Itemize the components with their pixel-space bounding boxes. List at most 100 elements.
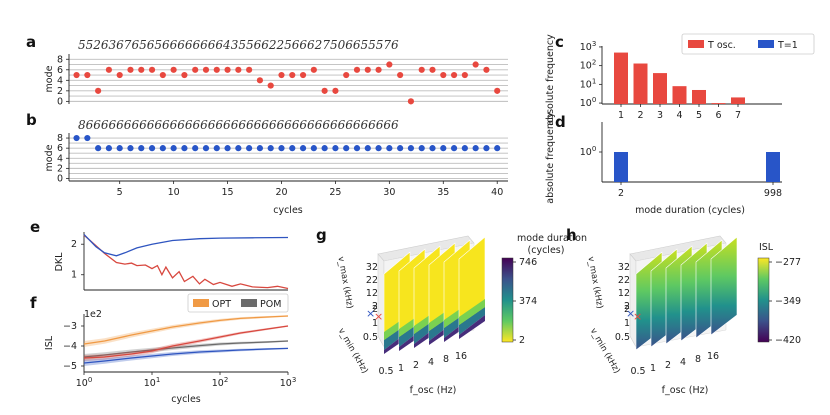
ytick-label-d-base: 10 <box>580 147 592 158</box>
ytick-label-2: 2 <box>57 86 63 97</box>
data-point <box>364 66 371 73</box>
xtick-label-f-1: 101 <box>144 376 161 389</box>
xtick-label-c-6: 6 <box>715 110 721 121</box>
xtick-label-f-3-exp: 3 <box>292 376 296 384</box>
colorbar-g <box>501 257 514 343</box>
ytick-label-f-2: −3 <box>63 321 77 332</box>
data-point <box>472 61 479 68</box>
vmin-tick-1: 1 <box>624 318 630 329</box>
data-point <box>407 98 415 105</box>
data-point <box>105 66 113 73</box>
panel-d: d absolute frequency 100 2 998 mode durat… <box>545 112 782 216</box>
data-point <box>440 71 447 79</box>
x-label-g: f_osc (Hz) <box>410 385 457 396</box>
data-point <box>246 145 253 152</box>
ytick-label-f-0: −5 <box>63 361 77 372</box>
data-point <box>483 145 490 152</box>
x-label-b: cycles <box>273 205 303 216</box>
data-point <box>138 145 145 152</box>
data-point <box>235 145 242 152</box>
cb-tick-label-1: 374 <box>519 296 537 307</box>
data-point <box>84 71 91 79</box>
data-point <box>84 134 91 142</box>
panel-label-h: h <box>566 226 577 244</box>
panel-e: e DKL 1 2 <box>30 218 289 291</box>
data-point <box>321 87 328 94</box>
vmin-tick-0.5: 0.5 <box>615 332 630 343</box>
vmin-tick-2: 2 <box>624 304 630 315</box>
data-point <box>386 145 393 152</box>
data-point <box>418 145 425 152</box>
ytick-label-c-1-base: 10 <box>580 79 592 90</box>
cb-tick-label-1: −349 <box>775 296 801 307</box>
data-point <box>332 145 339 152</box>
y-label-c: absolute frequency <box>545 34 556 126</box>
data-point <box>224 66 231 73</box>
ytick-label-2: 2 <box>57 163 63 174</box>
y-label-b: mode <box>44 144 55 171</box>
series-line-t1 <box>83 347 289 364</box>
data-point <box>397 145 404 152</box>
xtick-label-35: 35 <box>437 187 449 198</box>
panel-f: f 1e2 ISL −5−4−3 100 101 102 103 cycles OPT… <box>30 293 296 405</box>
colorbar-title-g-1: mode duration <box>517 233 587 244</box>
data-point <box>494 87 501 94</box>
data-point <box>483 66 490 73</box>
legend-label-opt: OPT <box>212 299 231 310</box>
panel-label-e: e <box>30 218 40 236</box>
ytick-label-c-3-exp: 3 <box>592 40 596 48</box>
legend-label-pom: POM <box>260 299 281 310</box>
data-point <box>256 145 264 152</box>
xtick-label-c-5: 5 <box>696 110 702 121</box>
data-point <box>95 87 102 94</box>
cb-tick-label-2: −420 <box>775 335 801 346</box>
xtick-label-15: 15 <box>222 187 234 198</box>
ytick-label-6: 6 <box>57 65 63 76</box>
y-label-f: ISL <box>44 335 55 350</box>
panel-label-f: f <box>30 294 37 312</box>
data-point <box>170 66 177 73</box>
vmin-tick-1: 1 <box>372 318 378 329</box>
data-point <box>148 66 156 73</box>
data-point <box>353 145 361 152</box>
data-point <box>343 71 350 79</box>
x-label-d: mode duration (cycles) <box>635 205 745 216</box>
legend-swatch-opt <box>193 299 209 307</box>
data-point <box>440 145 447 152</box>
data-point <box>267 145 274 152</box>
xtick-label-20: 20 <box>275 187 287 198</box>
ytick-label-8: 8 <box>57 54 63 65</box>
xtick-label-f-0-base: 10 <box>76 378 88 389</box>
vmin-tick-0.5: 0.5 <box>363 332 378 343</box>
series-line-opt <box>83 315 289 345</box>
z-label-h: v_max (kHz) <box>585 256 604 310</box>
data-point <box>224 145 231 152</box>
marker-t1-g: × <box>366 307 375 320</box>
digit-strip-a: 5526367656566666666435566225666275066555… <box>78 38 399 52</box>
data-point <box>116 71 123 79</box>
legend-c: T osc. T=1 <box>681 33 815 55</box>
data-point <box>450 145 458 152</box>
ytick-label-4: 4 <box>57 75 63 86</box>
vmax-tick-22: 22 <box>366 275 378 286</box>
vmax-tick-12: 12 <box>618 288 630 299</box>
data-point <box>192 145 199 152</box>
data-point <box>159 71 166 79</box>
panel-label-c: c <box>555 33 564 51</box>
digit-strip-b: 8666666666666666666666666666666666666666… <box>78 118 399 132</box>
vmax-tick-32: 32 <box>366 262 378 273</box>
xtick-label-c-3: 3 <box>657 110 663 121</box>
bar-3 <box>653 73 667 104</box>
data-point <box>364 145 371 152</box>
x-label-h: f_osc (Hz) <box>662 385 709 396</box>
ytick-label-e-2: 2 <box>71 239 77 250</box>
sheet-base-5 <box>459 315 485 339</box>
bar-2 <box>633 63 648 104</box>
fosc-tick-8: 8 <box>443 354 449 365</box>
ytick-label-c-1: 101 <box>580 77 597 90</box>
fosc-tick-2: 2 <box>665 360 671 371</box>
panel-label-d: d <box>555 113 566 131</box>
